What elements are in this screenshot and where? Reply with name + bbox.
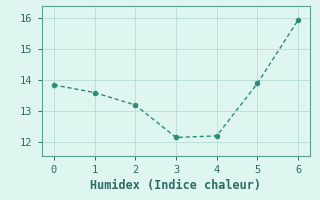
X-axis label: Humidex (Indice chaleur): Humidex (Indice chaleur) [91,179,261,192]
